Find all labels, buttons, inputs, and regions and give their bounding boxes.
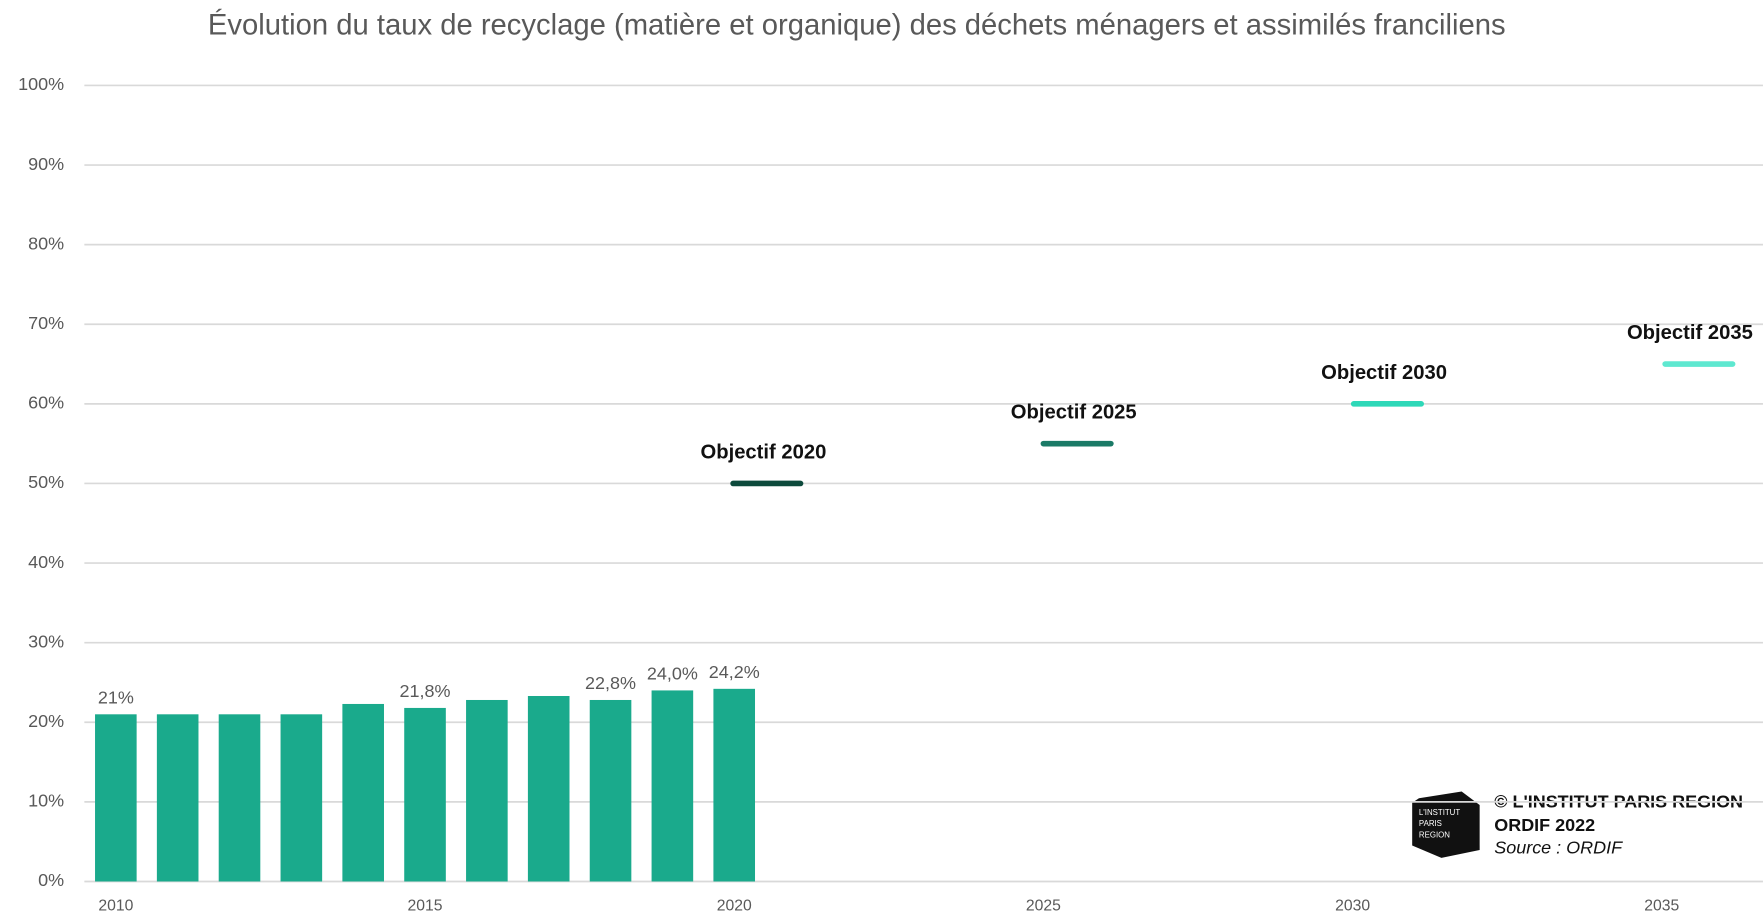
target-label: Objectif 2025 [1011,402,1137,424]
bar [95,714,137,882]
y-tick-label: 20% [28,711,64,731]
y-tick-label: 70% [28,313,64,333]
target-label: Objectif 2030 [1321,362,1447,384]
chart-title: Évolution du taux de recyclage (matière … [208,9,1506,42]
y-tick-label: 10% [28,791,64,811]
y-tick-label: 60% [28,393,64,413]
x-tick-label: 2020 [717,897,752,914]
logo [1412,791,1480,858]
x-tick-label: 2010 [98,897,133,914]
x-tick-label: 2030 [1335,897,1370,914]
value-label: 22,8% [585,673,636,693]
y-tick-label: 50% [28,472,64,492]
y-tick-label: 30% [28,631,64,651]
value-label: 21,8% [400,681,451,701]
y-tick-label: 100% [18,74,64,94]
credit-source: Source : ORDIF [1494,838,1623,858]
logo-text: REGION [1419,830,1450,839]
bar [342,703,384,882]
x-tick-label: 2015 [408,897,443,914]
logo-text: PARIS [1419,819,1442,828]
y-tick-label: 40% [28,552,64,572]
x-tick-label: 2025 [1026,897,1061,914]
bar [713,688,756,882]
bar [280,714,323,882]
value-label: 24,0% [647,663,698,683]
logo-text: L'INSTITUT [1419,808,1460,817]
target-label: Objectif 2035 [1627,322,1753,344]
bar [404,707,446,882]
y-tick-label: 80% [28,233,64,253]
value-label: 24,2% [709,662,760,682]
y-tick-label: 90% [28,154,64,174]
bar [651,690,694,882]
bar [589,699,632,882]
x-tick-label: 2035 [1644,897,1679,914]
bar [466,699,508,882]
bar [527,695,570,882]
target-label: Objectif 2020 [701,441,827,463]
value-label: 21% [98,687,134,707]
credit-line: ORDIF 2022 [1494,815,1595,835]
bar [156,714,199,882]
bar [218,714,261,882]
y-tick-label: 0% [38,870,64,890]
credit: L'INSTITUT PARIS REGION © L'INSTITUT PAR… [1412,792,1743,858]
